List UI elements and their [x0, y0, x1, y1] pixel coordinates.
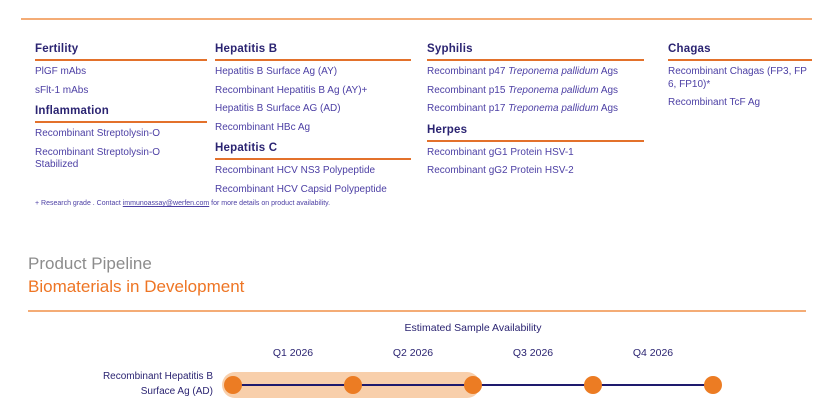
top-accent-rule	[21, 18, 812, 20]
item-species-italic: Treponema pallidum	[508, 66, 599, 77]
catalog-column-hepatitis: Hepatitis B Hepatitis B Surface Ag (AY) …	[215, 40, 411, 197]
section-heading: Chagas	[668, 40, 812, 61]
catalog-column-syphilis-herpes: Syphilis Recombinant p47 Treponema palli…	[427, 40, 644, 179]
section-divider-rule	[28, 310, 806, 312]
timeline-row-label-line1: Recombinant Hepatitis B	[102, 371, 213, 382]
section-heading: Inflammation	[35, 102, 207, 123]
section-heading: Syphilis	[427, 40, 644, 61]
quarter-label-q1-2026: Q1 2026	[272, 347, 314, 359]
section-heading: Fertility	[35, 40, 207, 61]
catalog-item: Recombinant Chagas (FP3, FP6, FP10)*	[668, 66, 807, 90]
item-text: Ags	[598, 66, 619, 77]
catalog-item: Recombinant p15 Treponema pallidum Ags	[427, 80, 644, 99]
item-text: Recombinant p47	[427, 66, 509, 77]
quarter-label-q4-2026: Q4 2026	[632, 347, 674, 359]
milestone-dot	[464, 376, 482, 394]
section-fertility: Fertility PlGF mAbs sFlt-1 mAbs	[35, 40, 207, 98]
item-text: Ags	[598, 84, 619, 96]
footnote-text: + Research grade . Contact	[35, 200, 123, 207]
section-hepatitis-b: Hepatitis B Hepatitis B Surface Ag (AY) …	[215, 40, 411, 135]
item-species-italic: Treponema pallidum	[508, 103, 599, 114]
catalog-item: Hepatitis B Surface AG (AD)	[215, 103, 341, 114]
timeline-row-label: Recombinant Hepatitis B Surface Ag (AD)	[0, 369, 213, 399]
section-inflammation: Inflammation Recombinant Streptolysin-O …	[35, 102, 207, 173]
milestone-dot	[704, 376, 722, 394]
quarter-label-q3-2026: Q3 2026	[512, 347, 554, 359]
item-species-italic: Treponema pallidum	[508, 84, 599, 96]
section-herpes: Herpes Recombinant gG1 Protein HSV-1 Rec…	[427, 121, 644, 179]
milestone-dot	[224, 376, 242, 394]
timeline-row-label-line2: Surface Ag (AD)	[140, 386, 213, 397]
section-heading: Hepatitis C	[215, 139, 411, 160]
section-heading: Herpes	[427, 121, 644, 142]
catalog-item: sFlt-1 mAbs	[35, 84, 89, 96]
catalog-column-chagas: Chagas Recombinant Chagas (FP3, FP6, FP1…	[668, 40, 812, 111]
pipeline-eyebrow: Product Pipeline	[28, 254, 152, 273]
item-text: Recombinant p17	[427, 103, 509, 114]
milestone-dot	[344, 376, 362, 394]
section-syphilis: Syphilis Recombinant p47 Treponema palli…	[427, 40, 644, 117]
catalog-item: Recombinant Streptolysin-O Stabilized	[35, 146, 161, 171]
catalog-item: Hepatitis B Surface Ag (AY)	[215, 66, 338, 77]
footnote-text-after: for more details on product availability…	[209, 200, 331, 207]
catalog-item: Recombinant TcF Ag	[668, 97, 761, 108]
pipeline-title: Biomaterials in Development	[28, 277, 245, 296]
item-text: Recombinant p15	[427, 84, 509, 96]
catalog-item: Recombinant Hepatitis B Ag (AY)+	[215, 84, 368, 96]
catalog-item: Recombinant gG1 Protein HSV-1	[427, 146, 574, 158]
catalog-item: Recombinant HCV NS3 Polypeptide	[215, 165, 376, 176]
milestone-dot	[584, 376, 602, 394]
section-heading: Hepatitis B	[215, 40, 411, 61]
quarter-label-q2-2026: Q2 2026	[392, 347, 434, 359]
catalog-column-fertility-inflammation: Fertility PlGF mAbs sFlt-1 mAbs Inflamma…	[35, 40, 207, 173]
section-hepatitis-c: Hepatitis C Recombinant HCV NS3 Polypept…	[215, 139, 411, 197]
footnote: + Research grade . Contact immunoassay@w…	[35, 200, 330, 207]
catalog-item: Recombinant gG2 Protein HSV-2	[427, 165, 574, 176]
catalog-item: PlGF mAbs	[35, 66, 87, 77]
item-text: Ags	[598, 103, 619, 114]
catalog-item: Recombinant HCV Capsid Polypeptide	[215, 183, 387, 195]
catalog-item: Recombinant p47 Treponema pallidum Ags	[427, 61, 644, 80]
catalog-item: Recombinant p17 Treponema pallidum Ags	[427, 98, 644, 117]
timeline-header: Estimated Sample Availability	[404, 322, 542, 334]
catalog-item: Recombinant Streptolysin-O	[35, 128, 161, 139]
section-chagas: Chagas Recombinant Chagas (FP3, FP6, FP1…	[668, 40, 812, 111]
catalog-item: Recombinant HBc Ag	[215, 121, 311, 133]
email-link[interactable]: immunoassay@werfen.com	[122, 200, 210, 207]
